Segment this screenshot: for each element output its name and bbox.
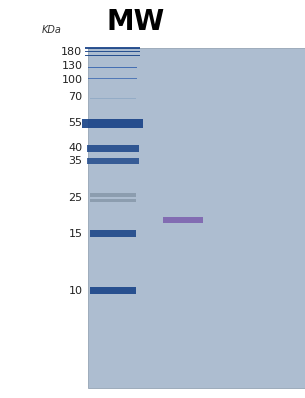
Bar: [88, 64, 137, 65]
Text: 130: 130: [61, 61, 82, 72]
Text: 10: 10: [68, 285, 82, 296]
Bar: [88, 48, 305, 388]
Text: 55: 55: [68, 118, 82, 129]
Bar: [88, 67, 137, 68]
Bar: [85, 55, 140, 56]
Bar: [87, 158, 139, 164]
Text: 25: 25: [68, 193, 82, 203]
Bar: [85, 47, 140, 49]
Text: MW: MW: [107, 8, 165, 36]
Bar: [82, 119, 143, 128]
Bar: [90, 230, 136, 237]
Bar: [90, 199, 136, 202]
Text: 35: 35: [68, 156, 82, 166]
Bar: [90, 287, 136, 294]
Text: 100: 100: [61, 74, 82, 85]
Bar: [163, 217, 203, 223]
Text: KDa: KDa: [42, 25, 62, 35]
Text: 15: 15: [68, 228, 82, 239]
Bar: [87, 145, 139, 152]
Text: 40: 40: [68, 143, 82, 154]
Bar: [88, 80, 137, 81]
Bar: [85, 51, 140, 53]
Text: 70: 70: [68, 92, 82, 102]
Text: 180: 180: [61, 47, 82, 57]
Bar: [90, 193, 136, 197]
